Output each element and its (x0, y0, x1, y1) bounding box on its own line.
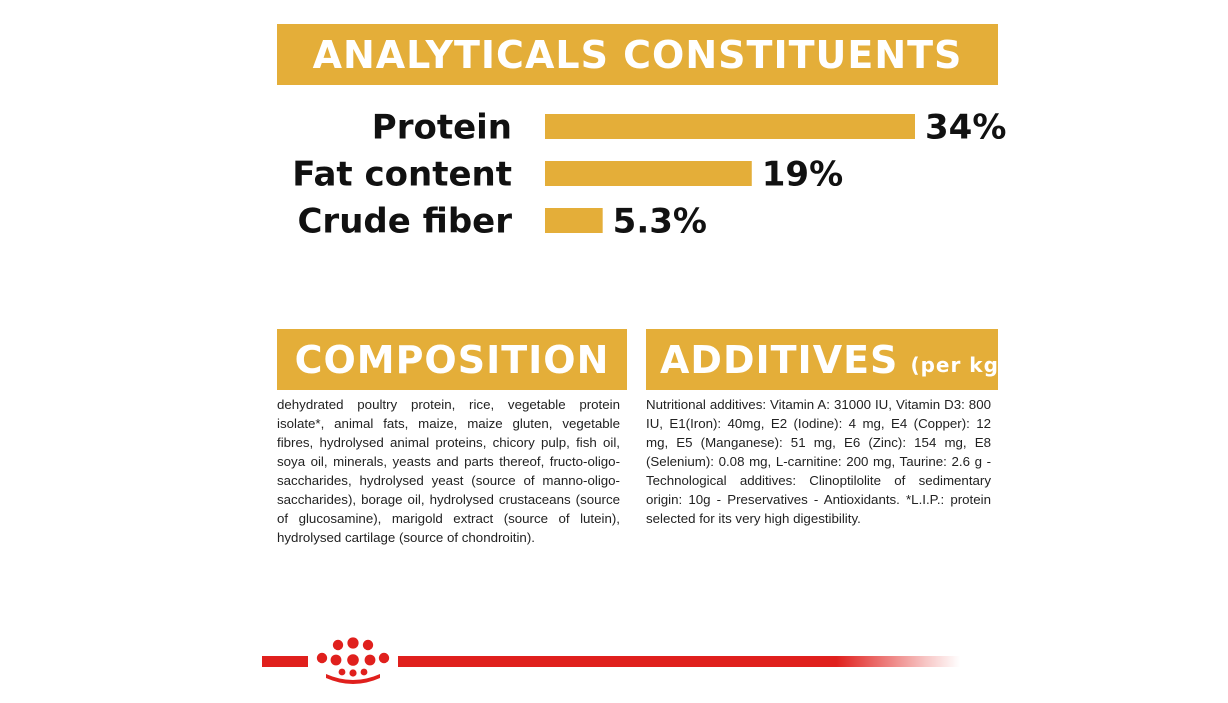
data-label: 5.3% (613, 202, 707, 242)
category-label: Fat content (292, 155, 512, 195)
category-label: Protein (372, 108, 512, 148)
composition-title: COMPOSITION (294, 337, 610, 382)
additives-title: ADDITIVES (660, 337, 899, 382)
composition-text: dehydrated poultry protein, rice, vegeta… (277, 397, 620, 545)
bar (545, 161, 752, 186)
brand-line-left (262, 656, 308, 667)
category-label: Crude fiber (297, 202, 512, 242)
analytics-bar-chart: Protein 34% Fat content 19% Crude fiber 5.3% (292, 108, 1006, 242)
bar (545, 114, 915, 139)
bar (545, 208, 603, 233)
data-label: 34% (925, 108, 1006, 148)
additives-title-suffix: (per kg) (910, 352, 1010, 377)
brand-line-right (398, 656, 960, 667)
data-label: 19% (762, 155, 843, 195)
composition-banner: COMPOSITION (277, 329, 627, 390)
additives-banner: ADDITIVES (per kg) (646, 329, 1008, 390)
analytics-banner: ANALYTICALS CONSTITUENTS (277, 24, 998, 85)
crown-logo-icon (316, 637, 390, 684)
analytics-title: ANALYTICALS CONSTITUENTS (312, 32, 963, 77)
additives-text: Nutritional additives: Vitamin A: 31000 … (646, 397, 991, 526)
